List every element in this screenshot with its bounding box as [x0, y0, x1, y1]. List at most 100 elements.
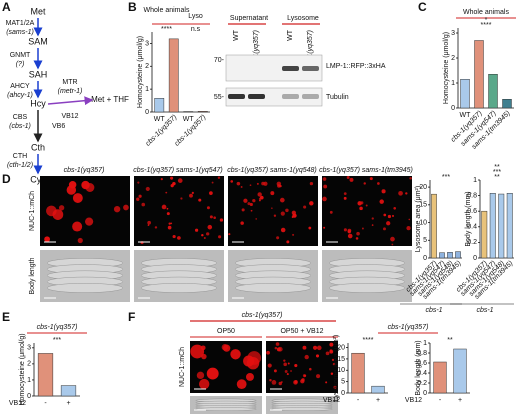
gene: (?) [16, 61, 25, 68]
lysosome [170, 222, 173, 225]
y-tick-label: 2 [27, 361, 31, 368]
lysosome [309, 181, 314, 186]
y-tick-label: 3 [451, 30, 455, 37]
lysosome [191, 191, 194, 194]
x-tick-label: + [376, 397, 380, 404]
micrograph [134, 176, 224, 246]
lysosome [217, 176, 221, 179]
lysosome [283, 362, 288, 367]
lysosome [322, 196, 327, 202]
lysosome [405, 192, 408, 195]
y-tick-label: 1 [423, 340, 427, 347]
x-axis-label: VB12 [405, 397, 422, 404]
enzyme: AHCY [10, 83, 30, 90]
lysosome [393, 207, 396, 210]
lysosome [228, 233, 231, 236]
y-tick-label: 0.6 [467, 208, 477, 215]
lysosome [279, 197, 285, 203]
lysosome [206, 232, 210, 236]
lysosome [363, 182, 366, 185]
lane-label: WT [287, 29, 294, 41]
band-label: Tubulin [326, 94, 349, 101]
lysosome [261, 181, 265, 186]
lysosome [371, 217, 374, 220]
metabolite: SAM [28, 36, 48, 46]
y-axis-label: Homocysteine (μmol/g) [443, 32, 450, 104]
significance: ** [494, 164, 500, 171]
lysosome [165, 191, 168, 194]
lysosome [209, 215, 213, 219]
y-tick-label: 0.2 [467, 239, 477, 246]
lysosome [257, 192, 262, 197]
y-tick-label: 15 [419, 202, 427, 209]
lysosome [277, 346, 283, 352]
lysosome [252, 199, 256, 203]
lysosome [286, 373, 289, 376]
genotype: cbs-1(yq357) sams-1(tm3945) [319, 167, 413, 174]
lysosome [323, 226, 326, 229]
lysosome [72, 221, 83, 232]
lysosome [315, 354, 320, 358]
row-label: Body length [29, 257, 36, 294]
lysosome [300, 379, 305, 384]
panel-label: E [2, 310, 10, 324]
lysosome [68, 180, 77, 189]
lysosome [309, 367, 312, 371]
lysosome [113, 205, 121, 213]
lysosome [166, 207, 169, 210]
lysosome [331, 358, 335, 362]
lysosome [172, 234, 176, 239]
chart-title: cbs-1(yq357) [37, 324, 78, 331]
lysosome [347, 233, 353, 239]
lysosome [168, 222, 171, 225]
enzyme: MAT1/2A [6, 20, 35, 27]
lysosome [141, 202, 146, 207]
bar [447, 252, 453, 259]
group-label: cbs-1 [476, 307, 493, 314]
significance: **** [481, 22, 492, 29]
y-tick-label: 0 [451, 105, 455, 112]
lysosome [260, 195, 264, 200]
gene: (cbs-1) [9, 123, 31, 130]
lysosome [302, 345, 307, 350]
y-tick-label: 0.8 [467, 192, 477, 199]
lysosome [316, 345, 322, 351]
micrograph [322, 176, 412, 246]
y-tick-label: 0.2 [417, 380, 427, 387]
bar [502, 99, 512, 109]
lysosome [273, 369, 277, 373]
y-tick-label: 0 [27, 393, 31, 400]
worm [195, 407, 257, 411]
lysosome [85, 217, 94, 226]
significance: n.s [191, 26, 201, 33]
y-tick-label: 0.8 [417, 350, 427, 357]
bar [481, 210, 488, 259]
lysosome [230, 349, 241, 360]
lysosome [277, 184, 281, 188]
y-axis-label: Homocysteine (μmol/g) [19, 333, 26, 405]
lysosome [284, 370, 288, 373]
x-tick-label: WT [460, 112, 472, 119]
lane-label: WT [233, 29, 240, 41]
lysosome [359, 206, 363, 211]
lysosome [280, 227, 286, 233]
lysosome [303, 205, 307, 209]
lysosome [166, 212, 170, 216]
lysosome [81, 180, 90, 190]
condition: OP50 [217, 328, 235, 335]
lysosome [275, 342, 280, 346]
x-tick-label: WT [183, 116, 195, 123]
bar [371, 385, 385, 394]
genotype: cbs-1(yq357) sams-1(yq547) [133, 167, 222, 174]
y-tick-label: 3 [27, 345, 31, 352]
y-axis-label: Lysosome area (μm²) [333, 335, 340, 401]
lysosome [219, 218, 224, 222]
lysosome [387, 214, 392, 219]
lysosome [349, 177, 354, 182]
lysosome [409, 176, 412, 180]
lysosome [247, 202, 251, 206]
significance: *** [493, 169, 501, 176]
lysosome [240, 221, 244, 225]
panel-label: B [128, 0, 137, 14]
arrow [47, 96, 94, 106]
